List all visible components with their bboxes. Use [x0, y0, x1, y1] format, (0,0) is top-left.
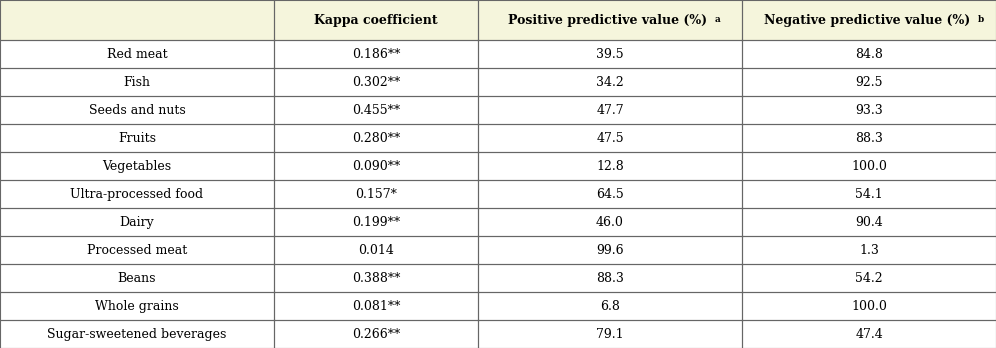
Bar	[274, 40, 478, 68]
Text: a: a	[715, 15, 720, 24]
Bar	[0, 180, 274, 208]
Bar	[742, 236, 996, 264]
Bar	[274, 264, 478, 292]
Text: 90.4: 90.4	[856, 215, 882, 229]
Bar	[274, 180, 478, 208]
Bar	[274, 0, 478, 40]
Text: 54.2: 54.2	[856, 271, 882, 285]
Bar	[0, 208, 274, 236]
Text: 0.090**: 0.090**	[352, 159, 400, 173]
Text: Positive predictive value (%): Positive predictive value (%)	[508, 14, 712, 26]
Text: 47.5: 47.5	[597, 132, 623, 144]
Bar	[742, 320, 996, 348]
Bar	[478, 264, 742, 292]
Bar	[742, 68, 996, 96]
Text: 99.6: 99.6	[597, 244, 623, 256]
Bar	[274, 292, 478, 320]
Text: 6.8: 6.8	[601, 300, 620, 313]
Bar	[478, 124, 742, 152]
Bar	[0, 0, 274, 40]
Text: 1.3: 1.3	[860, 244, 878, 256]
Bar	[478, 236, 742, 264]
Bar	[742, 96, 996, 124]
Text: 0.388**: 0.388**	[352, 271, 400, 285]
Bar	[274, 320, 478, 348]
Text: Seeds and nuts: Seeds and nuts	[89, 103, 185, 117]
Text: 84.8: 84.8	[856, 48, 882, 61]
Text: 64.5: 64.5	[597, 188, 623, 200]
Bar	[742, 264, 996, 292]
Text: Vegetables: Vegetables	[103, 159, 171, 173]
Text: 0.280**: 0.280**	[352, 132, 400, 144]
Text: 0.014: 0.014	[358, 244, 394, 256]
Text: 34.2: 34.2	[597, 76, 623, 88]
Bar	[0, 236, 274, 264]
Text: Sugar-sweetened beverages: Sugar-sweetened beverages	[47, 327, 227, 340]
Bar	[274, 208, 478, 236]
Bar	[478, 180, 742, 208]
Bar	[274, 68, 478, 96]
Text: 47.4: 47.4	[856, 327, 882, 340]
Bar	[478, 68, 742, 96]
Text: 12.8: 12.8	[597, 159, 623, 173]
Bar	[742, 292, 996, 320]
Bar	[274, 96, 478, 124]
Bar	[0, 96, 274, 124]
Text: 88.3: 88.3	[597, 271, 623, 285]
Text: 0.081**: 0.081**	[352, 300, 400, 313]
Text: 100.0: 100.0	[851, 159, 887, 173]
Text: Ultra-processed food: Ultra-processed food	[71, 188, 203, 200]
Text: 0.199**: 0.199**	[352, 215, 400, 229]
Text: 88.3: 88.3	[856, 132, 882, 144]
Text: 0.186**: 0.186**	[352, 48, 400, 61]
Bar	[0, 292, 274, 320]
Text: 0.157*: 0.157*	[355, 188, 397, 200]
Text: 46.0: 46.0	[597, 215, 623, 229]
Bar	[742, 152, 996, 180]
Text: 0.455**: 0.455**	[352, 103, 400, 117]
Text: Fish: Fish	[124, 76, 150, 88]
Bar	[0, 320, 274, 348]
Text: 92.5: 92.5	[856, 76, 882, 88]
Text: 39.5: 39.5	[597, 48, 623, 61]
Text: Dairy: Dairy	[120, 215, 154, 229]
Bar	[274, 152, 478, 180]
Bar	[478, 40, 742, 68]
Bar	[478, 320, 742, 348]
Text: 79.1: 79.1	[597, 327, 623, 340]
Text: 93.3: 93.3	[856, 103, 882, 117]
Bar	[742, 180, 996, 208]
Bar	[478, 0, 742, 40]
Bar	[742, 40, 996, 68]
Bar	[742, 0, 996, 40]
Bar	[478, 208, 742, 236]
Text: 47.7: 47.7	[597, 103, 623, 117]
Bar	[478, 292, 742, 320]
Text: 0.266**: 0.266**	[352, 327, 400, 340]
Text: b: b	[977, 15, 984, 24]
Bar	[274, 236, 478, 264]
Text: Beans: Beans	[118, 271, 156, 285]
Bar	[274, 124, 478, 152]
Text: 100.0: 100.0	[851, 300, 887, 313]
Text: 54.1: 54.1	[856, 188, 882, 200]
Text: Whole grains: Whole grains	[95, 300, 179, 313]
Bar	[742, 124, 996, 152]
Bar	[0, 124, 274, 152]
Bar	[478, 96, 742, 124]
Text: Negative predictive value (%): Negative predictive value (%)	[764, 14, 974, 26]
Text: Red meat: Red meat	[107, 48, 167, 61]
Bar	[0, 152, 274, 180]
Text: 0.302**: 0.302**	[352, 76, 400, 88]
Text: Processed meat: Processed meat	[87, 244, 187, 256]
Bar	[0, 68, 274, 96]
Bar	[0, 40, 274, 68]
Bar	[742, 208, 996, 236]
Bar	[478, 152, 742, 180]
Bar	[0, 264, 274, 292]
Text: Kappa coefficient: Kappa coefficient	[314, 14, 438, 26]
Text: Fruits: Fruits	[118, 132, 156, 144]
